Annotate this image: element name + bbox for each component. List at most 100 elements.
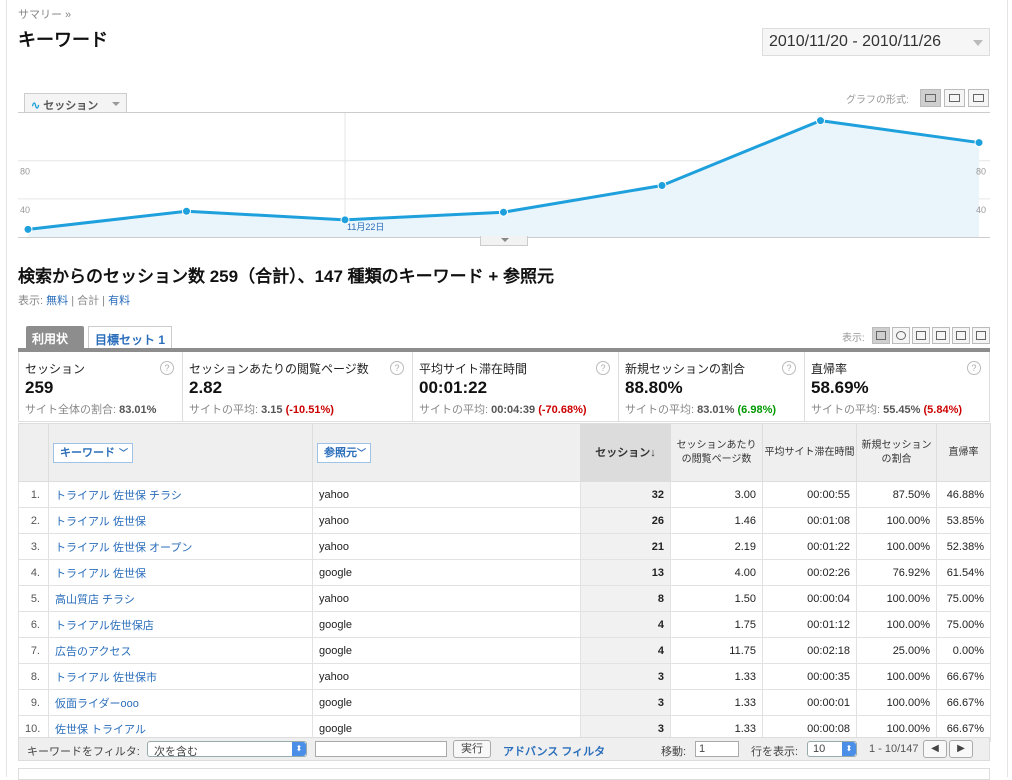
view-pie-button[interactable] xyxy=(892,327,910,344)
row-keyword: トライアル佐世保店 xyxy=(48,611,313,638)
row-bounce-rate: 46.88% xyxy=(936,481,991,508)
header-sessions[interactable]: セッション↓ xyxy=(580,423,671,482)
y-tick-label-right: 40 xyxy=(976,205,986,215)
row-pages-per-session: 1.46 xyxy=(670,507,763,534)
keyword-link[interactable]: トライアル佐世保店 xyxy=(55,619,154,632)
graph-format-line-button[interactable] xyxy=(920,89,941,107)
row-sessions: 32 xyxy=(580,481,671,508)
table-icon xyxy=(876,331,886,340)
graph-metric-selector[interactable]: ∿ セッション xyxy=(24,93,127,113)
row-pages-per-session: 3.00 xyxy=(670,481,763,508)
metric-value: 58.69% xyxy=(811,378,869,397)
run-filter-button[interactable]: 実行 xyxy=(453,740,491,758)
tab-bar-underline xyxy=(18,348,990,352)
source-column-selector[interactable]: 参照元 ﹀ xyxy=(317,442,371,463)
row-pages-per-session: 4.00 xyxy=(670,559,763,586)
sessions-chart-svg: 80 80 40 40 11月22日 xyxy=(18,113,990,237)
table-row: 5. 高山質店 チラシ yahoo 8 1.50 00:00:04 100.00% 75.00… xyxy=(18,585,991,612)
graph-format-list-button[interactable] xyxy=(968,89,989,107)
view-pivot-button[interactable] xyxy=(952,327,970,344)
view-performance-button[interactable] xyxy=(912,327,930,344)
header-avg-time[interactable]: 平均サイト滞在時間 xyxy=(762,423,857,482)
rows-shown-label: 行を表示: xyxy=(751,746,799,758)
view-separator: | xyxy=(102,295,106,307)
row-avg-time: 00:00:01 xyxy=(762,689,857,716)
row-sessions: 21 xyxy=(580,533,671,560)
view-table-button[interactable] xyxy=(872,327,890,344)
chevron-down-icon xyxy=(112,102,120,106)
breadcrumb[interactable]: サマリー » xyxy=(18,9,72,21)
row-pages-per-session: 1.33 xyxy=(670,663,763,690)
row-sessions: 4 xyxy=(580,611,671,638)
date-range-picker[interactable]: 2010/11/20 - 2010/11/26 xyxy=(762,28,990,56)
prev-page-button[interactable]: ◀ xyxy=(923,740,947,758)
keyword-link[interactable]: 佐世保 トライアル xyxy=(55,723,146,736)
view-paid-link[interactable]: 有料 xyxy=(108,295,131,307)
keyword-link[interactable]: 広告のアクセス xyxy=(55,645,132,658)
metric-sub-prefix: サイトの平均: xyxy=(189,404,259,416)
chart-collapse-handle[interactable] xyxy=(480,236,528,246)
keyword-link[interactable]: トライアル 佐世保市 xyxy=(55,671,157,684)
row-keyword: 仮面ライダーooo xyxy=(48,689,313,716)
list-graph-icon xyxy=(973,94,984,102)
row-index: 8. xyxy=(18,663,49,690)
data-point xyxy=(499,207,508,217)
tab-usage[interactable]: 利用状況 xyxy=(26,326,84,363)
row-bounce-rate: 52.38% xyxy=(936,533,991,560)
keyword-column-selector[interactable]: キーワード ﹀ xyxy=(53,442,133,463)
header-new-sessions[interactable]: 新規セッションの割合 xyxy=(856,423,937,482)
row-avg-time: 00:00:04 xyxy=(762,585,857,612)
keyword-link[interactable]: トライアル 佐世保 xyxy=(55,515,146,528)
table-row: 8. トライアル 佐世保市 yahoo 3 1.33 00:00:35 100.00% 66.… xyxy=(18,663,991,690)
row-bounce-rate: 0.00% xyxy=(936,637,991,664)
metric-avg-time: 平均サイト滞在時間 00:01:22 サイトの平均: 00:04:39 (-70… xyxy=(413,352,619,421)
view-comparison-button[interactable] xyxy=(932,327,950,344)
row-new-sessions: 76.92% xyxy=(856,559,937,586)
keyword-link[interactable]: 高山質店 チラシ xyxy=(55,593,135,606)
metric-new-sessions: 新規セッションの割合 88.80% サイトの平均: 83.01% (6.98%)… xyxy=(619,352,805,421)
report-headline: 検索からのセッション数 259（合計）、147 種類のキーワード + 参照元 xyxy=(18,267,555,286)
metric-value: 88.80% xyxy=(625,378,683,397)
advanced-filter-link[interactable]: アドバンス フィルタ xyxy=(503,746,606,758)
header-pages-per-session[interactable]: セッションあたりの閲覧ページ数 xyxy=(670,423,763,482)
keyword-table: キーワード ﹀ 参照元 ﹀ セッション↓ セッションあたりの閲覧ページ数 平均サイト… xyxy=(18,423,991,742)
help-icon[interactable]: ? xyxy=(596,361,610,375)
row-index: 1. xyxy=(18,481,49,508)
row-sessions: 3 xyxy=(580,689,671,716)
data-point xyxy=(657,180,667,190)
updown-icon: ⬍ xyxy=(842,742,856,756)
source-column-label: 参照元 xyxy=(324,446,357,459)
rows-shown-select[interactable]: 10 ⬍ xyxy=(807,741,857,757)
help-icon[interactable]: ? xyxy=(782,361,796,375)
x-tick-label: 11月22日 xyxy=(347,222,384,232)
next-page-button[interactable]: ▶ xyxy=(949,740,973,758)
filter-text-input[interactable] xyxy=(315,741,447,757)
header-bounce-rate[interactable]: 直帰率 xyxy=(936,423,991,482)
view-trend-button[interactable] xyxy=(972,327,990,344)
row-pages-per-session: 1.33 xyxy=(670,689,763,716)
tab-goal-set-1[interactable]: 目標セット 1 xyxy=(88,326,172,348)
metric-value: 00:01:22 xyxy=(419,378,488,397)
row-keyword: トライアル 佐世保 xyxy=(48,507,313,534)
keyword-link[interactable]: トライアル 佐世保 xyxy=(55,567,146,580)
summary-metrics: セッション 259 サイト全体の割合: 83.01% ? セッションあたりの閲覧… xyxy=(18,352,990,422)
filter-mode-select[interactable]: 次を含む ⬍ xyxy=(147,741,307,758)
row-pages-per-session: 2.19 xyxy=(670,533,763,560)
help-icon[interactable]: ? xyxy=(160,361,174,375)
keyword-link[interactable]: トライアル 佐世保 チラシ xyxy=(55,489,182,502)
keyword-link[interactable]: 仮面ライダーooo xyxy=(55,697,139,710)
graph-format-bar-button[interactable] xyxy=(944,89,965,107)
row-avg-time: 00:01:22 xyxy=(762,533,857,560)
metric-delta: (-70.68%) xyxy=(538,404,587,416)
metric-sub-value: 83.01% xyxy=(119,404,157,416)
row-index: 2. xyxy=(18,507,49,534)
view-free-link[interactable]: 無料 xyxy=(46,295,69,307)
help-icon[interactable]: ? xyxy=(967,361,981,375)
row-avg-time: 00:01:12 xyxy=(762,611,857,638)
row-index: 6. xyxy=(18,611,49,638)
help-icon[interactable]: ? xyxy=(390,361,404,375)
table-footer: キーワードをフィルタ: 次を含む ⬍ 実行 アドバンス フィルタ 移動: 1 行を… xyxy=(18,737,990,761)
row-keyword: トライアル 佐世保 xyxy=(48,559,313,586)
move-to-row-input[interactable]: 1 xyxy=(695,741,739,757)
keyword-link[interactable]: トライアル 佐世保 オープン xyxy=(55,541,193,554)
